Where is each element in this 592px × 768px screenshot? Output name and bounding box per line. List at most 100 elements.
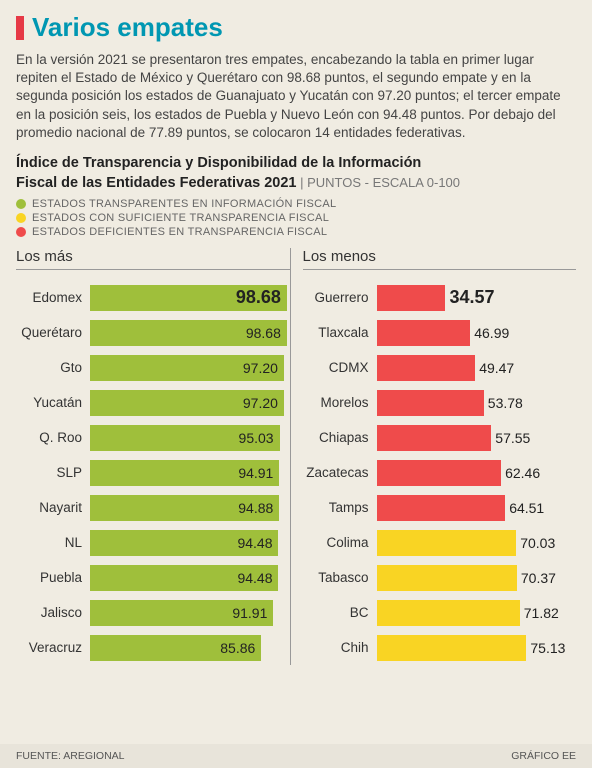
bar-label: NL — [16, 535, 90, 550]
column-least-rows: Guerrero34.57Tlaxcala46.99CDMX49.47Morel… — [303, 280, 577, 665]
legend-dot-icon — [16, 213, 26, 223]
bar-label: CDMX — [303, 360, 377, 375]
column-most: Los más Edomex 98.68 Querétaro 98.68 Gto 97.2… — [16, 248, 290, 665]
bar-value: 49.47 — [475, 355, 514, 381]
bar-value: 94.91 — [234, 460, 279, 486]
footer-source: FUENTE: AREGIONAL — [16, 750, 125, 762]
legend-dot-icon — [16, 199, 26, 209]
bar-area: 70.03 — [377, 530, 577, 556]
bar-area: 94.88 — [90, 495, 290, 521]
bar-label: Yucatán — [16, 395, 90, 410]
bar-label: Jalisco — [16, 605, 90, 620]
bar-value: 94.48 — [233, 565, 278, 591]
footer: FUENTE: AREGIONAL GRÁFICO EE — [0, 744, 592, 768]
chart-title-line2: Fiscal de las Entidades Federativas 2021… — [16, 174, 576, 192]
column-most-header: Los más — [16, 248, 290, 270]
legend: ESTADOS TRANSPARENTES EN INFORMACIÓN FIS… — [16, 198, 576, 238]
bar-area: 94.48 — [90, 530, 290, 556]
bar-label: Gto — [16, 360, 90, 375]
bar-label: Colima — [303, 535, 377, 550]
bar-label: Q. Roo — [16, 430, 90, 445]
legend-label: ESTADOS TRANSPARENTES EN INFORMACIÓN FIS… — [32, 198, 336, 210]
bar-label: Morelos — [303, 395, 377, 410]
bar-label: Querétaro — [16, 325, 90, 340]
bar-label: SLP — [16, 465, 90, 480]
bar-area: 85.86 — [90, 635, 290, 661]
bar — [377, 460, 502, 486]
bar-area: 98.68 — [90, 285, 290, 311]
main-title: Varios empates — [32, 12, 223, 43]
bar-row: Q. Roo 95.03 — [16, 420, 290, 455]
bar-row: Morelos 53.78 — [303, 385, 577, 420]
bar-label: BC — [303, 605, 377, 620]
bar-label: Edomex — [16, 290, 90, 305]
bar — [377, 320, 471, 346]
bar-area: 34.57 — [377, 285, 577, 311]
bar-row: Nayarit94.88 — [16, 490, 290, 525]
bar-label: Zacatecas — [303, 465, 377, 480]
legend-label: ESTADOS DEFICIENTES EN TRANSPARENCIA FIS… — [32, 226, 327, 238]
bar-value: 94.48 — [233, 530, 278, 556]
legend-item: ESTADOS TRANSPARENTES EN INFORMACIÓN FIS… — [16, 198, 576, 210]
bar-area: 95.03 — [90, 425, 290, 451]
bar-value: 64.51 — [505, 495, 544, 521]
bar — [377, 565, 517, 591]
bar-label: Tabasco — [303, 570, 377, 585]
bar-row: Zacatecas 62.46 — [303, 455, 577, 490]
intro-paragraph: En la versión 2021 se presentaron tres e… — [16, 51, 576, 142]
bar-row: Guerrero34.57 — [303, 280, 577, 315]
column-most-rows: Edomex98.68Querétaro98.68Gto97.20Yucatán… — [16, 280, 290, 665]
bar-row: Veracruz85.86 — [16, 630, 290, 665]
bar-area: 64.51 — [377, 495, 577, 521]
bar-row: Edomex 98.68 — [16, 280, 290, 315]
bar — [377, 285, 446, 311]
bar-value: 62.46 — [501, 460, 540, 486]
bar-area: 70.37 — [377, 565, 577, 591]
bar-label: Veracruz — [16, 640, 90, 655]
bar-value: 95.03 — [235, 425, 280, 451]
bar — [377, 355, 476, 381]
bar-row: Puebla 94.48 — [16, 560, 290, 595]
bar-value: 34.57 — [445, 285, 494, 311]
bar-area: 97.20 — [90, 390, 290, 416]
column-least-header: Los menos — [303, 248, 577, 270]
bar-area: 94.91 — [90, 460, 290, 486]
chart-subtitle: | PUNTOS - ESCALA 0-100 — [296, 175, 460, 190]
bar-value: 71.82 — [520, 600, 559, 626]
bar-area: 57.55 — [377, 425, 577, 451]
bar-row: Chiapas57.55 — [303, 420, 577, 455]
bar — [377, 495, 506, 521]
bar — [377, 635, 527, 661]
chart-columns: Los más Edomex 98.68 Querétaro 98.68 Gto 97.2… — [16, 248, 576, 665]
bar-value: 57.55 — [491, 425, 530, 451]
bar-area: 53.78 — [377, 390, 577, 416]
bar-row: Yucatán 97.20 — [16, 385, 290, 420]
bar-value: 98.68 — [232, 285, 287, 311]
bar-row: Chih75.13 — [303, 630, 577, 665]
bar-value: 70.03 — [516, 530, 555, 556]
bar-value: 97.20 — [239, 355, 284, 381]
legend-label: ESTADOS CON SUFICIENTE TRANSPARENCIA FIS… — [32, 212, 329, 224]
chart-title-line2-text: Fiscal de las Entidades Federativas 2021 — [16, 175, 296, 191]
bar-label: Tamps — [303, 500, 377, 515]
bar — [377, 600, 520, 626]
bar-value: 97.20 — [239, 390, 284, 416]
chart-title: Índice de Transparencia y Disponibilidad… — [16, 154, 576, 192]
bar-row: BC 71.82 — [303, 595, 577, 630]
bar-row: NL 94.48 — [16, 525, 290, 560]
bar-area: 49.47 — [377, 355, 577, 381]
bar-value: 98.68 — [242, 320, 287, 346]
bar-row: Tabasco70.37 — [303, 560, 577, 595]
title-marker-icon — [16, 16, 24, 40]
bar-label: Puebla — [16, 570, 90, 585]
bar-area: 91.91 — [90, 600, 290, 626]
legend-dot-icon — [16, 227, 26, 237]
bar-value: 53.78 — [484, 390, 523, 416]
bar-value: 75.13 — [526, 635, 565, 661]
bar-row: Colima 70.03 — [303, 525, 577, 560]
bar-area: 98.68 — [90, 320, 290, 346]
bar-row: CDMX 49.47 — [303, 350, 577, 385]
bar-area: 97.20 — [90, 355, 290, 381]
bar-area: 75.13 — [377, 635, 577, 661]
bar-row: Gto 97.20 — [16, 350, 290, 385]
